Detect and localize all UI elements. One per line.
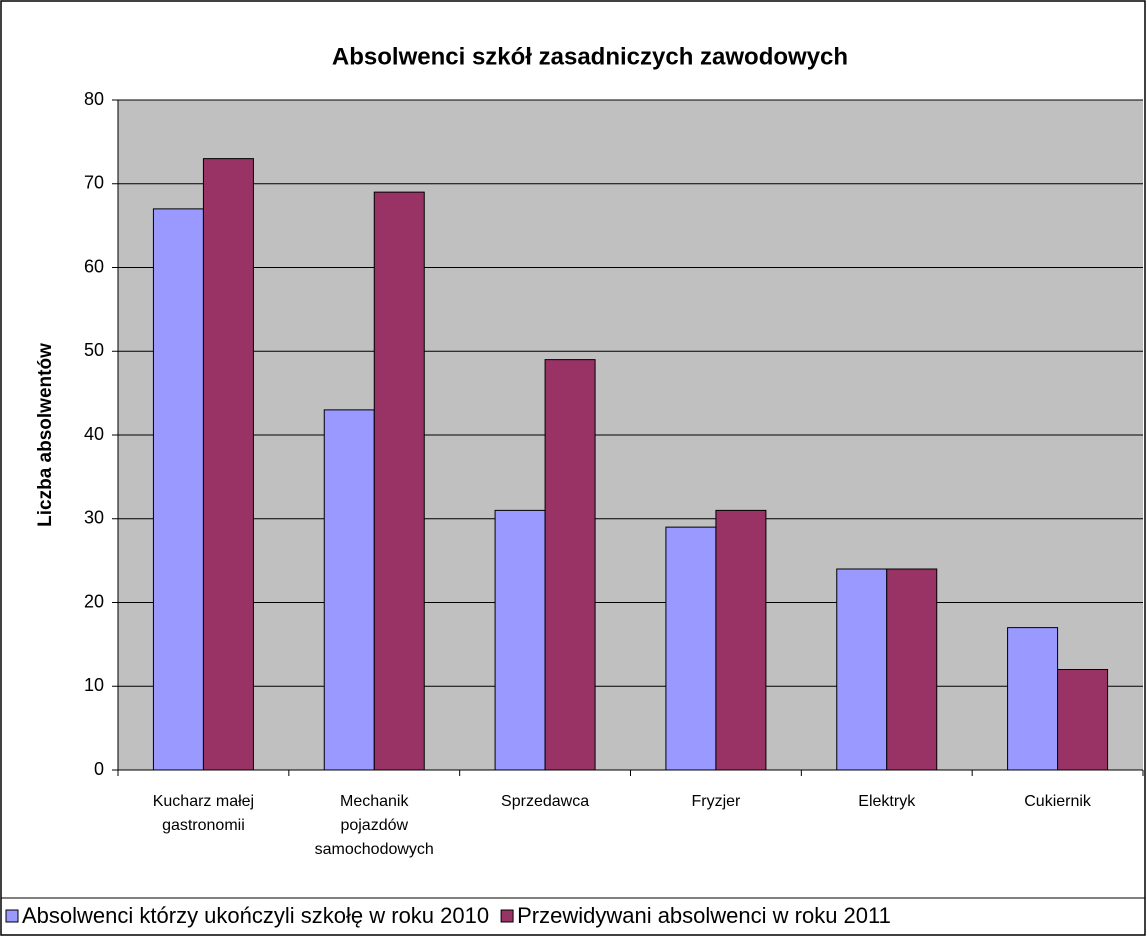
- x-tick-label: Sprzedawca: [501, 793, 589, 810]
- y-tick-label: 80: [84, 89, 104, 109]
- y-tick-label: 20: [84, 591, 104, 611]
- x-tick-label: Mechanik pojazdów samochodowych: [315, 793, 434, 858]
- legend-swatch: [5, 909, 19, 923]
- bar: [202, 158, 254, 771]
- y-tick-label: 40: [84, 424, 104, 444]
- y-tick-label: 0: [94, 759, 104, 779]
- y-tick-label: 30: [84, 508, 104, 528]
- bar: [323, 409, 375, 771]
- bar: [1007, 627, 1059, 771]
- bar: [152, 208, 204, 771]
- bar: [1057, 669, 1109, 771]
- x-tick-label: Cukiernik: [1024, 793, 1092, 810]
- bar: [886, 568, 938, 771]
- y-tick-label: 70: [84, 173, 104, 193]
- bar: [715, 509, 767, 771]
- chart-title: Absolwenci szkół zasadniczych zawodowych: [332, 43, 848, 70]
- x-tick-label: Elektryk: [858, 793, 916, 810]
- legend-label: Przewidywani absolwenci w roku 2011: [517, 903, 891, 928]
- bar: [494, 509, 546, 771]
- y-tick-label: 60: [84, 256, 104, 276]
- bar: [544, 359, 596, 771]
- legend-label: Absolwenci którzy ukończyli szkołę w rok…: [22, 903, 489, 928]
- y-tick-label: 10: [84, 675, 104, 695]
- bar: [665, 526, 717, 771]
- x-tick-label: Kucharz małej gastronomii: [153, 793, 254, 834]
- bar: [373, 191, 425, 771]
- legend-swatch: [500, 909, 514, 923]
- y-axis-label: Liczba absolwentów: [35, 343, 56, 527]
- bar: [836, 568, 888, 771]
- y-tick-label: 50: [84, 340, 104, 360]
- x-tick-label: Fryzjer: [691, 793, 741, 810]
